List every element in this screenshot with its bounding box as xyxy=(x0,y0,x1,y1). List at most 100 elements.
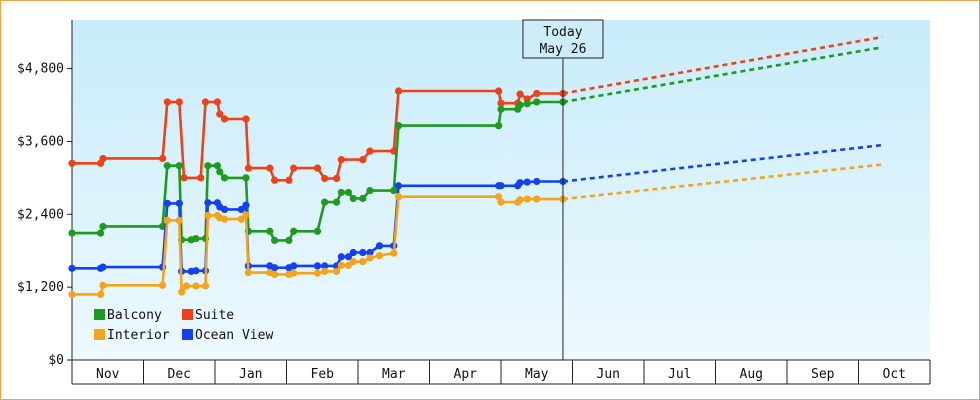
data-point xyxy=(516,179,524,187)
series-ocean-view xyxy=(68,143,883,275)
data-point xyxy=(497,182,505,190)
data-point xyxy=(516,90,524,98)
data-point xyxy=(366,254,374,262)
data-point xyxy=(220,205,229,214)
data-point xyxy=(344,253,353,261)
data-point xyxy=(270,236,279,244)
data-point xyxy=(270,270,279,278)
data-point xyxy=(497,105,505,113)
data-point xyxy=(180,174,188,182)
data-point xyxy=(359,258,367,266)
data-point xyxy=(97,290,105,299)
data-point xyxy=(285,176,293,184)
data-point xyxy=(99,263,107,271)
data-point xyxy=(394,87,403,95)
x-tick-label: May xyxy=(525,367,549,382)
data-point xyxy=(216,168,224,176)
data-point xyxy=(290,262,298,270)
data-point xyxy=(495,122,503,130)
data-point xyxy=(266,164,274,172)
axes: $0 $1,200 $2,400 $3,600 $4,800 Nov Dec Jan Feb Ma… xyxy=(17,20,931,385)
data-point xyxy=(533,177,541,186)
data-point xyxy=(220,174,229,182)
data-point xyxy=(242,174,250,182)
data-point xyxy=(313,262,322,270)
data-point xyxy=(533,98,541,106)
data-point xyxy=(242,201,250,209)
data-point xyxy=(523,178,531,186)
series-interior xyxy=(68,163,883,299)
data-point xyxy=(375,251,384,260)
data-point xyxy=(175,216,183,224)
data-point xyxy=(337,261,345,269)
legend-label-suite: Suite xyxy=(195,308,234,323)
x-tick-label: Dec xyxy=(168,367,191,382)
today-box xyxy=(522,19,604,59)
data-point xyxy=(344,188,353,197)
data-point xyxy=(332,267,341,275)
data-point xyxy=(68,264,76,272)
data-point xyxy=(213,98,221,106)
data-point xyxy=(359,194,367,203)
data-point xyxy=(163,98,171,106)
data-point xyxy=(175,162,183,170)
series-layer xyxy=(68,35,883,299)
x-tick-label: Aug xyxy=(740,367,763,382)
data-point xyxy=(533,195,541,203)
data-point xyxy=(523,100,531,108)
data-point xyxy=(175,98,183,106)
data-point xyxy=(516,101,524,109)
data-point xyxy=(192,234,200,243)
x-tick-label: Nov xyxy=(96,367,120,382)
data-point xyxy=(192,267,200,275)
data-point xyxy=(390,187,398,195)
data-point xyxy=(242,211,250,219)
data-point xyxy=(290,164,298,172)
data-point xyxy=(163,216,171,224)
data-point xyxy=(533,89,541,98)
data-point xyxy=(321,267,329,275)
data-point xyxy=(237,205,245,214)
data-point xyxy=(244,164,252,172)
data-point xyxy=(197,174,205,182)
data-point xyxy=(204,211,212,220)
data-point xyxy=(192,282,200,290)
data-point xyxy=(201,98,210,106)
data-point xyxy=(394,193,403,201)
data-point xyxy=(349,248,357,257)
y-tick-label: $2,400 xyxy=(17,207,64,222)
data-point xyxy=(270,264,279,272)
data-point xyxy=(313,164,322,172)
data-point xyxy=(266,227,274,235)
data-point xyxy=(321,198,329,206)
data-point xyxy=(313,269,322,277)
data-point xyxy=(337,253,345,261)
data-point xyxy=(321,174,329,183)
data-point xyxy=(285,236,293,244)
data-point xyxy=(359,156,367,164)
legend: Balcony Suite Interior Ocean View xyxy=(94,308,273,343)
data-point xyxy=(495,87,503,95)
data-point xyxy=(290,227,298,235)
data-point xyxy=(313,227,322,235)
y-tick-label: $3,600 xyxy=(17,134,64,149)
legend-label-balcony: Balcony xyxy=(107,308,162,323)
legend-swatch-ocean-view xyxy=(182,329,193,340)
data-point xyxy=(99,222,107,231)
data-point xyxy=(242,115,250,123)
x-tick-label: Apr xyxy=(454,367,478,382)
data-point xyxy=(270,176,279,184)
data-point xyxy=(99,281,107,289)
data-point xyxy=(201,282,210,290)
data-point xyxy=(523,195,531,203)
data-point xyxy=(337,156,345,164)
x-tick-label: Jun xyxy=(597,367,620,382)
data-point xyxy=(158,154,167,163)
y-tick-label: $1,200 xyxy=(17,280,64,295)
x-tick-label: Jan xyxy=(239,367,262,382)
data-point xyxy=(163,199,171,207)
data-point xyxy=(516,196,524,204)
data-point xyxy=(337,188,345,197)
data-point xyxy=(244,268,252,277)
